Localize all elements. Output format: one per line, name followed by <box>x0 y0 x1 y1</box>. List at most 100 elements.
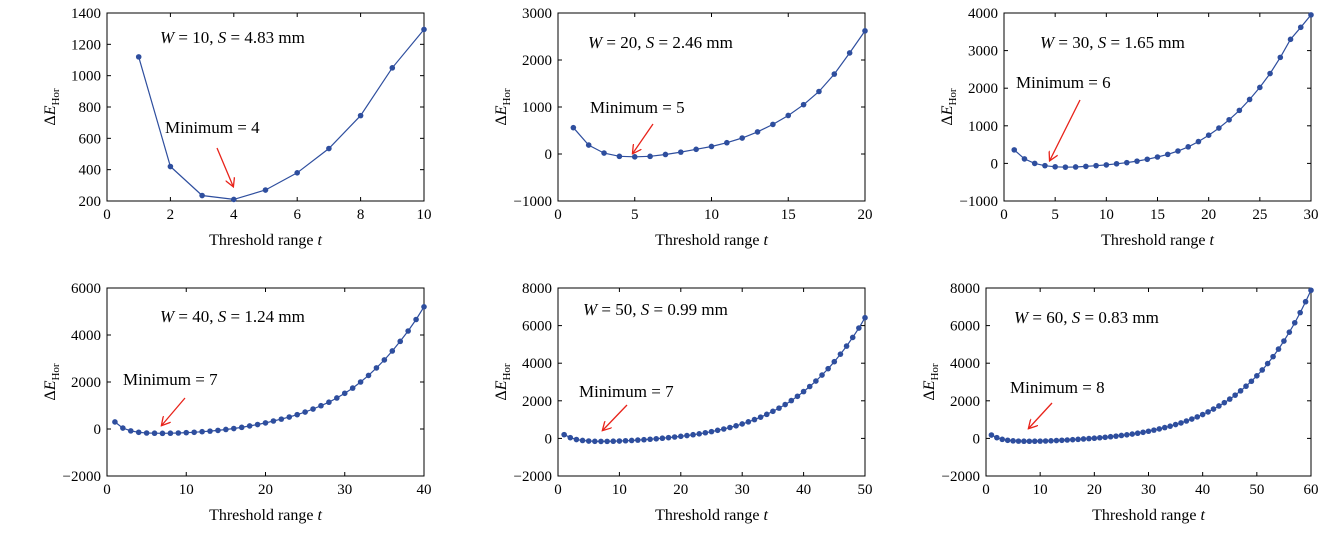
data-point <box>1113 160 1120 167</box>
data-point <box>678 149 684 155</box>
x-tick-label: 20 <box>1201 207 1216 223</box>
y-tick-label: −2000 <box>63 469 101 485</box>
data-point <box>567 434 574 441</box>
data-point <box>231 196 237 203</box>
data-point <box>570 124 577 131</box>
data-point <box>1083 163 1089 170</box>
y-tick-label: 2000 <box>522 53 552 69</box>
data-point <box>714 427 721 434</box>
data-point <box>1194 414 1201 420</box>
data-point <box>1048 438 1054 444</box>
minimum-annotation: Minimum = 4 <box>165 118 260 137</box>
x-axis-label: Threshold range t <box>209 507 322 524</box>
data-point <box>635 437 641 443</box>
data-point <box>843 343 850 349</box>
data-point <box>1275 346 1282 352</box>
data-point <box>318 402 324 409</box>
data-point <box>159 430 166 437</box>
data-point <box>199 192 205 199</box>
data-point <box>1053 437 1060 444</box>
data-point <box>770 121 776 128</box>
x-tick-label: 10 <box>704 207 719 223</box>
data-point <box>1010 438 1016 444</box>
data-point <box>167 430 174 437</box>
data-point <box>1134 158 1140 164</box>
data-point <box>862 28 868 34</box>
data-point <box>739 135 745 141</box>
x-tick-label: 20 <box>673 482 688 498</box>
data-point <box>1226 396 1233 402</box>
data-point <box>745 419 752 425</box>
data-point <box>286 414 293 420</box>
data-point <box>598 438 604 445</box>
data-point <box>831 71 838 77</box>
data-point <box>1264 360 1271 367</box>
data-point <box>1011 147 1018 153</box>
y-tick-label: 1200 <box>71 37 101 53</box>
y-axis-label: ΔEHor <box>939 88 959 126</box>
x-tick-label: 0 <box>554 207 562 223</box>
x-tick-label: 10 <box>417 207 432 223</box>
y-tick-label: −2000 <box>514 469 552 485</box>
x-tick-label: 5 <box>1051 207 1059 223</box>
data-point <box>135 54 142 60</box>
minimum-arrow <box>1050 99 1081 160</box>
y-tick-label: 800 <box>79 100 102 116</box>
y-tick-label: 2000 <box>950 394 980 410</box>
data-point <box>846 50 853 56</box>
data-point <box>794 393 801 400</box>
data-point <box>1183 418 1190 424</box>
data-point <box>696 430 703 437</box>
data-point <box>1308 287 1314 294</box>
data-point <box>1297 24 1304 31</box>
data-point <box>806 383 813 390</box>
y-tick-label: 8000 <box>950 281 980 297</box>
x-tick-label: 0 <box>554 482 562 498</box>
data-point <box>1102 434 1108 441</box>
data-point <box>294 411 301 418</box>
data-point <box>647 436 653 443</box>
series-line <box>138 29 425 201</box>
y-tick-label: 0 <box>545 431 553 447</box>
data-point <box>223 426 229 433</box>
x-tick-label: 0 <box>1000 207 1008 223</box>
data-point <box>816 88 822 95</box>
minimum-annotation: Minimum = 7 <box>123 370 218 389</box>
data-point <box>690 431 696 438</box>
data-point <box>270 418 277 424</box>
data-point <box>585 142 592 148</box>
x-tick-label: 10 <box>179 482 194 498</box>
data-point <box>262 187 269 193</box>
data-point <box>1124 159 1130 166</box>
y-axis-label: ΔEHor <box>42 363 62 401</box>
data-point <box>604 438 610 445</box>
data-point <box>421 26 427 33</box>
panel-title: W = 10, S = 4.83 mm <box>160 28 305 47</box>
data-point <box>389 65 396 71</box>
data-point <box>1246 96 1253 103</box>
data-point <box>573 436 580 443</box>
data-point <box>782 401 788 408</box>
y-tick-label: 1000 <box>71 69 101 85</box>
data-point <box>1075 436 1081 443</box>
data-point <box>334 395 340 401</box>
data-point <box>405 328 411 334</box>
data-point <box>1059 437 1065 444</box>
data-point <box>215 427 221 434</box>
y-tick-label: 0 <box>94 422 102 438</box>
data-point <box>1031 438 1038 445</box>
data-point <box>1091 435 1098 442</box>
data-point <box>1113 433 1119 439</box>
y-tick-label: 4000 <box>968 6 998 22</box>
data-point <box>381 357 388 363</box>
data-point <box>1205 409 1211 415</box>
y-tick-label: −1000 <box>514 194 552 210</box>
data-point <box>1042 162 1048 169</box>
data-point <box>1286 329 1293 335</box>
x-tick-label: 60 <box>1304 482 1319 498</box>
data-point <box>592 438 598 445</box>
data-point <box>733 423 739 429</box>
y-tick-label: 1400 <box>71 6 101 22</box>
